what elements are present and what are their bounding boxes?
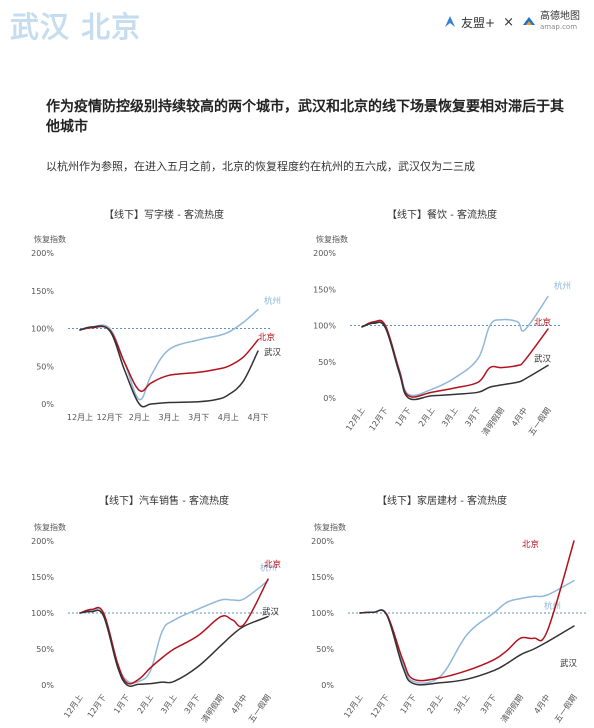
corner-title: 武汉 北京 bbox=[10, 10, 142, 44]
series-line-wuhan bbox=[79, 325, 259, 408]
x-tick-label: 3月上 bbox=[452, 693, 471, 715]
y-tick-label: 200% bbox=[31, 249, 54, 258]
series-label-wuhan: 武汉 bbox=[560, 658, 578, 669]
x-tick-label: 清明假期 bbox=[499, 692, 526, 724]
y-tick-label: 0% bbox=[323, 394, 336, 403]
headline: 作为疫情防控级别持续较高的两个城市，武汉和北京的线下场景恢复要相对滞后于其他城市 bbox=[46, 99, 564, 135]
x-tick-label: 12月下 bbox=[369, 693, 391, 720]
series-label-wuhan: 武汉 bbox=[262, 607, 280, 618]
series-label-beijing: 北京 bbox=[264, 559, 281, 570]
x-tick-label: 4月下 bbox=[247, 413, 268, 422]
x-tick-label: 12月上 bbox=[67, 413, 93, 422]
y-tick-label: 50% bbox=[36, 362, 54, 371]
chart-title-home: 【线下】家居建材 - 客流热度 bbox=[377, 496, 507, 507]
y-tick-label: 100% bbox=[31, 325, 54, 334]
series-label-wuhan: 武汉 bbox=[264, 347, 282, 358]
x-tick-label: 12月上 bbox=[342, 693, 364, 720]
y-tick-label: 150% bbox=[31, 287, 54, 296]
y-tick-label: 0% bbox=[321, 681, 334, 690]
series-line-beijing bbox=[79, 578, 269, 685]
amap-label: 高德地图 bbox=[540, 11, 580, 22]
umeng-brand: 友盟+ bbox=[443, 14, 495, 31]
amap-brand: 高德地图 amap.com bbox=[522, 12, 580, 32]
x-tick-label: 4月上 bbox=[218, 413, 239, 422]
series-label-hangzhou: 杭州 bbox=[554, 281, 571, 292]
y-tick-label: 100% bbox=[311, 609, 334, 618]
y-tick-label: 0% bbox=[41, 400, 54, 409]
umeng-logo-icon bbox=[443, 15, 457, 29]
series-label-hangzhou: 杭州 bbox=[264, 296, 281, 307]
y-tick-label: 50% bbox=[36, 645, 54, 654]
y-tick-label: 100% bbox=[313, 322, 336, 331]
brand-bar: 友盟+ × 高德地图 amap.com bbox=[443, 12, 580, 32]
series-label-beijing: 北京 bbox=[534, 317, 551, 328]
chart-title-dining: 【线下】餐饮 - 客流热度 bbox=[387, 210, 497, 221]
y-axis-title: 恢复指数 bbox=[316, 234, 348, 244]
y-tick-label: 50% bbox=[316, 645, 334, 654]
y-axis-title: 恢复指数 bbox=[34, 234, 66, 244]
series-line-hangzhou bbox=[79, 308, 259, 401]
brand-cross: × bbox=[503, 14, 514, 30]
y-axis-title: 恢复指数 bbox=[314, 522, 346, 532]
y-tick-label: 200% bbox=[31, 537, 54, 546]
series-line-wuhan bbox=[79, 609, 269, 687]
y-tick-label: 200% bbox=[311, 537, 334, 546]
series-label-hangzhou: 杭州 bbox=[260, 563, 277, 574]
series-line-wuhan bbox=[361, 321, 549, 401]
amap-logo-icon bbox=[522, 15, 536, 29]
y-axis-title: 恢复指数 bbox=[34, 522, 66, 532]
amap-url: amap.com bbox=[540, 23, 578, 31]
chart-title-auto: 【线下】汽车销售 - 客流热度 bbox=[99, 496, 229, 507]
x-tick-label: 2月上 bbox=[129, 413, 150, 422]
y-tick-label: 150% bbox=[311, 573, 334, 582]
series-label-wuhan: 武汉 bbox=[534, 353, 552, 364]
x-tick-label: 12月下 bbox=[97, 413, 123, 422]
subline: 以杭州作为参照，在进入五月之前，北京的恢复程度约在杭州的五六成，武汉仅为二三成 bbox=[46, 160, 475, 173]
y-tick-label: 200% bbox=[313, 249, 336, 258]
series-label-beijing: 北京 bbox=[258, 332, 275, 343]
y-tick-label: 50% bbox=[318, 358, 336, 367]
x-tick-label: 1月下 bbox=[399, 693, 418, 715]
x-tick-label: 2月上 bbox=[425, 693, 444, 715]
x-tick-label: 3月下 bbox=[188, 413, 209, 422]
chart-title-office: 【线下】写字楼 - 客流热度 bbox=[104, 210, 224, 221]
x-tick-label: 五一假期 bbox=[553, 693, 579, 724]
series-line-beijing bbox=[361, 319, 549, 398]
y-tick-label: 100% bbox=[31, 609, 54, 618]
x-tick-label: 4月中 bbox=[532, 692, 552, 715]
y-tick-label: 0% bbox=[41, 681, 54, 690]
x-tick-label: 3月上 bbox=[158, 413, 179, 422]
y-tick-label: 150% bbox=[31, 573, 54, 582]
series-line-beijing bbox=[359, 540, 575, 682]
series-label-hangzhou: 杭州 bbox=[544, 601, 561, 612]
x-tick-label: 3月下 bbox=[479, 693, 498, 715]
y-tick-label: 150% bbox=[313, 285, 336, 294]
series-line-wuhan bbox=[359, 609, 575, 686]
umeng-label: 友盟+ bbox=[461, 15, 496, 30]
series-label-beijing: 北京 bbox=[522, 539, 539, 550]
